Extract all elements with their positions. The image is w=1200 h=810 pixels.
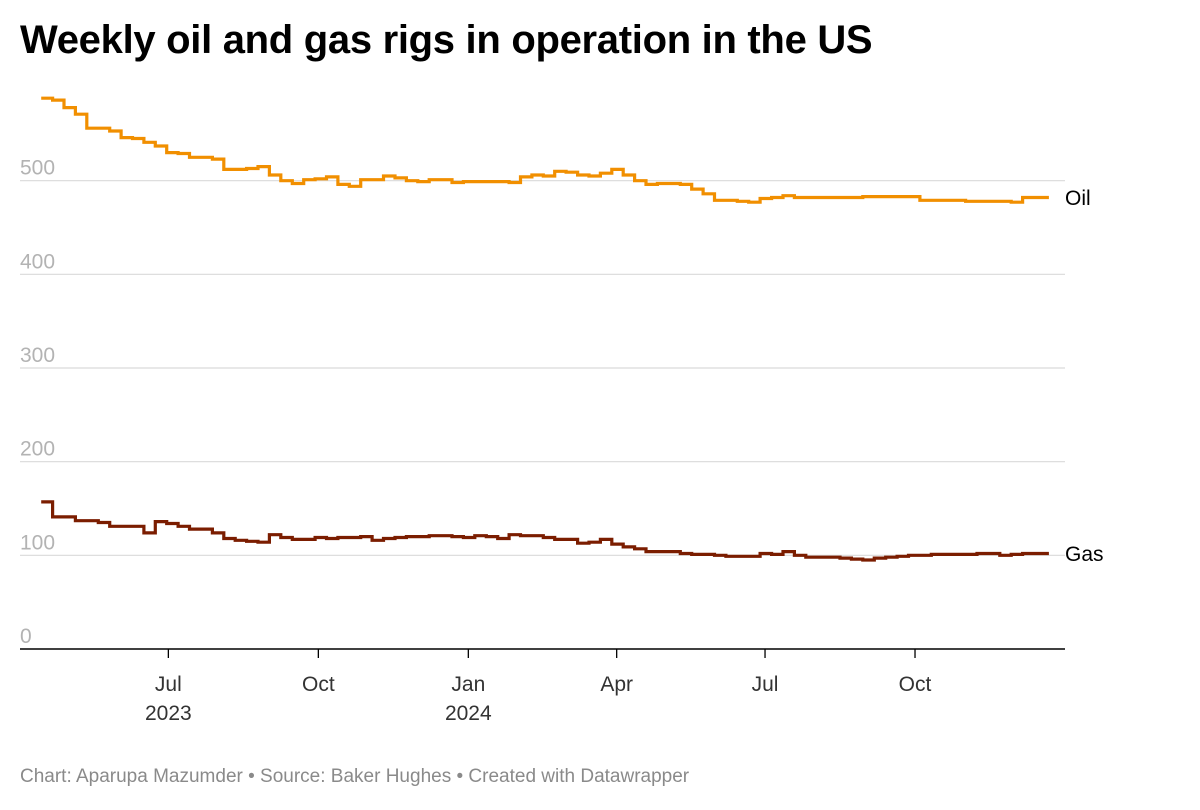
y-axis-ticks: 0 100 200 300 400 500 — [20, 157, 55, 648]
y-tick-label: 500 — [20, 157, 55, 180]
x-tick-label: Jan — [451, 673, 485, 696]
x-tick-label: Jul — [752, 673, 779, 696]
gridlines — [20, 180, 1065, 556]
gas-series-line — [41, 500, 1049, 562]
chart-title: Weekly oil and gas rigs in operation in … — [20, 18, 873, 62]
chart-footer: Chart: Aparupa Mazumder • Source: Baker … — [20, 766, 690, 787]
x-tick-label: Jul — [155, 673, 182, 696]
x-tick-label: Apr — [600, 673, 633, 696]
gas-series-label: Gas — [1065, 543, 1104, 566]
x-axis: Jul 2023 Oct Jan 2024 Apr Jul Oct — [20, 648, 1065, 725]
x-tick-year-label: 2024 — [445, 702, 492, 725]
y-tick-label: 100 — [20, 531, 55, 554]
oil-series-label: Oil — [1065, 187, 1091, 210]
series-lines — [41, 96, 1049, 562]
y-tick-label: 0 — [20, 625, 32, 648]
oil-series-line — [41, 96, 1049, 204]
x-tick-label: Oct — [899, 673, 932, 696]
y-tick-label: 400 — [20, 250, 55, 273]
y-tick-label: 200 — [20, 438, 55, 461]
x-tick-year-label: 2023 — [145, 702, 192, 725]
x-tick-label: Oct — [302, 673, 335, 696]
series-labels: Oil Gas — [1065, 187, 1104, 566]
y-tick-label: 300 — [20, 344, 55, 367]
